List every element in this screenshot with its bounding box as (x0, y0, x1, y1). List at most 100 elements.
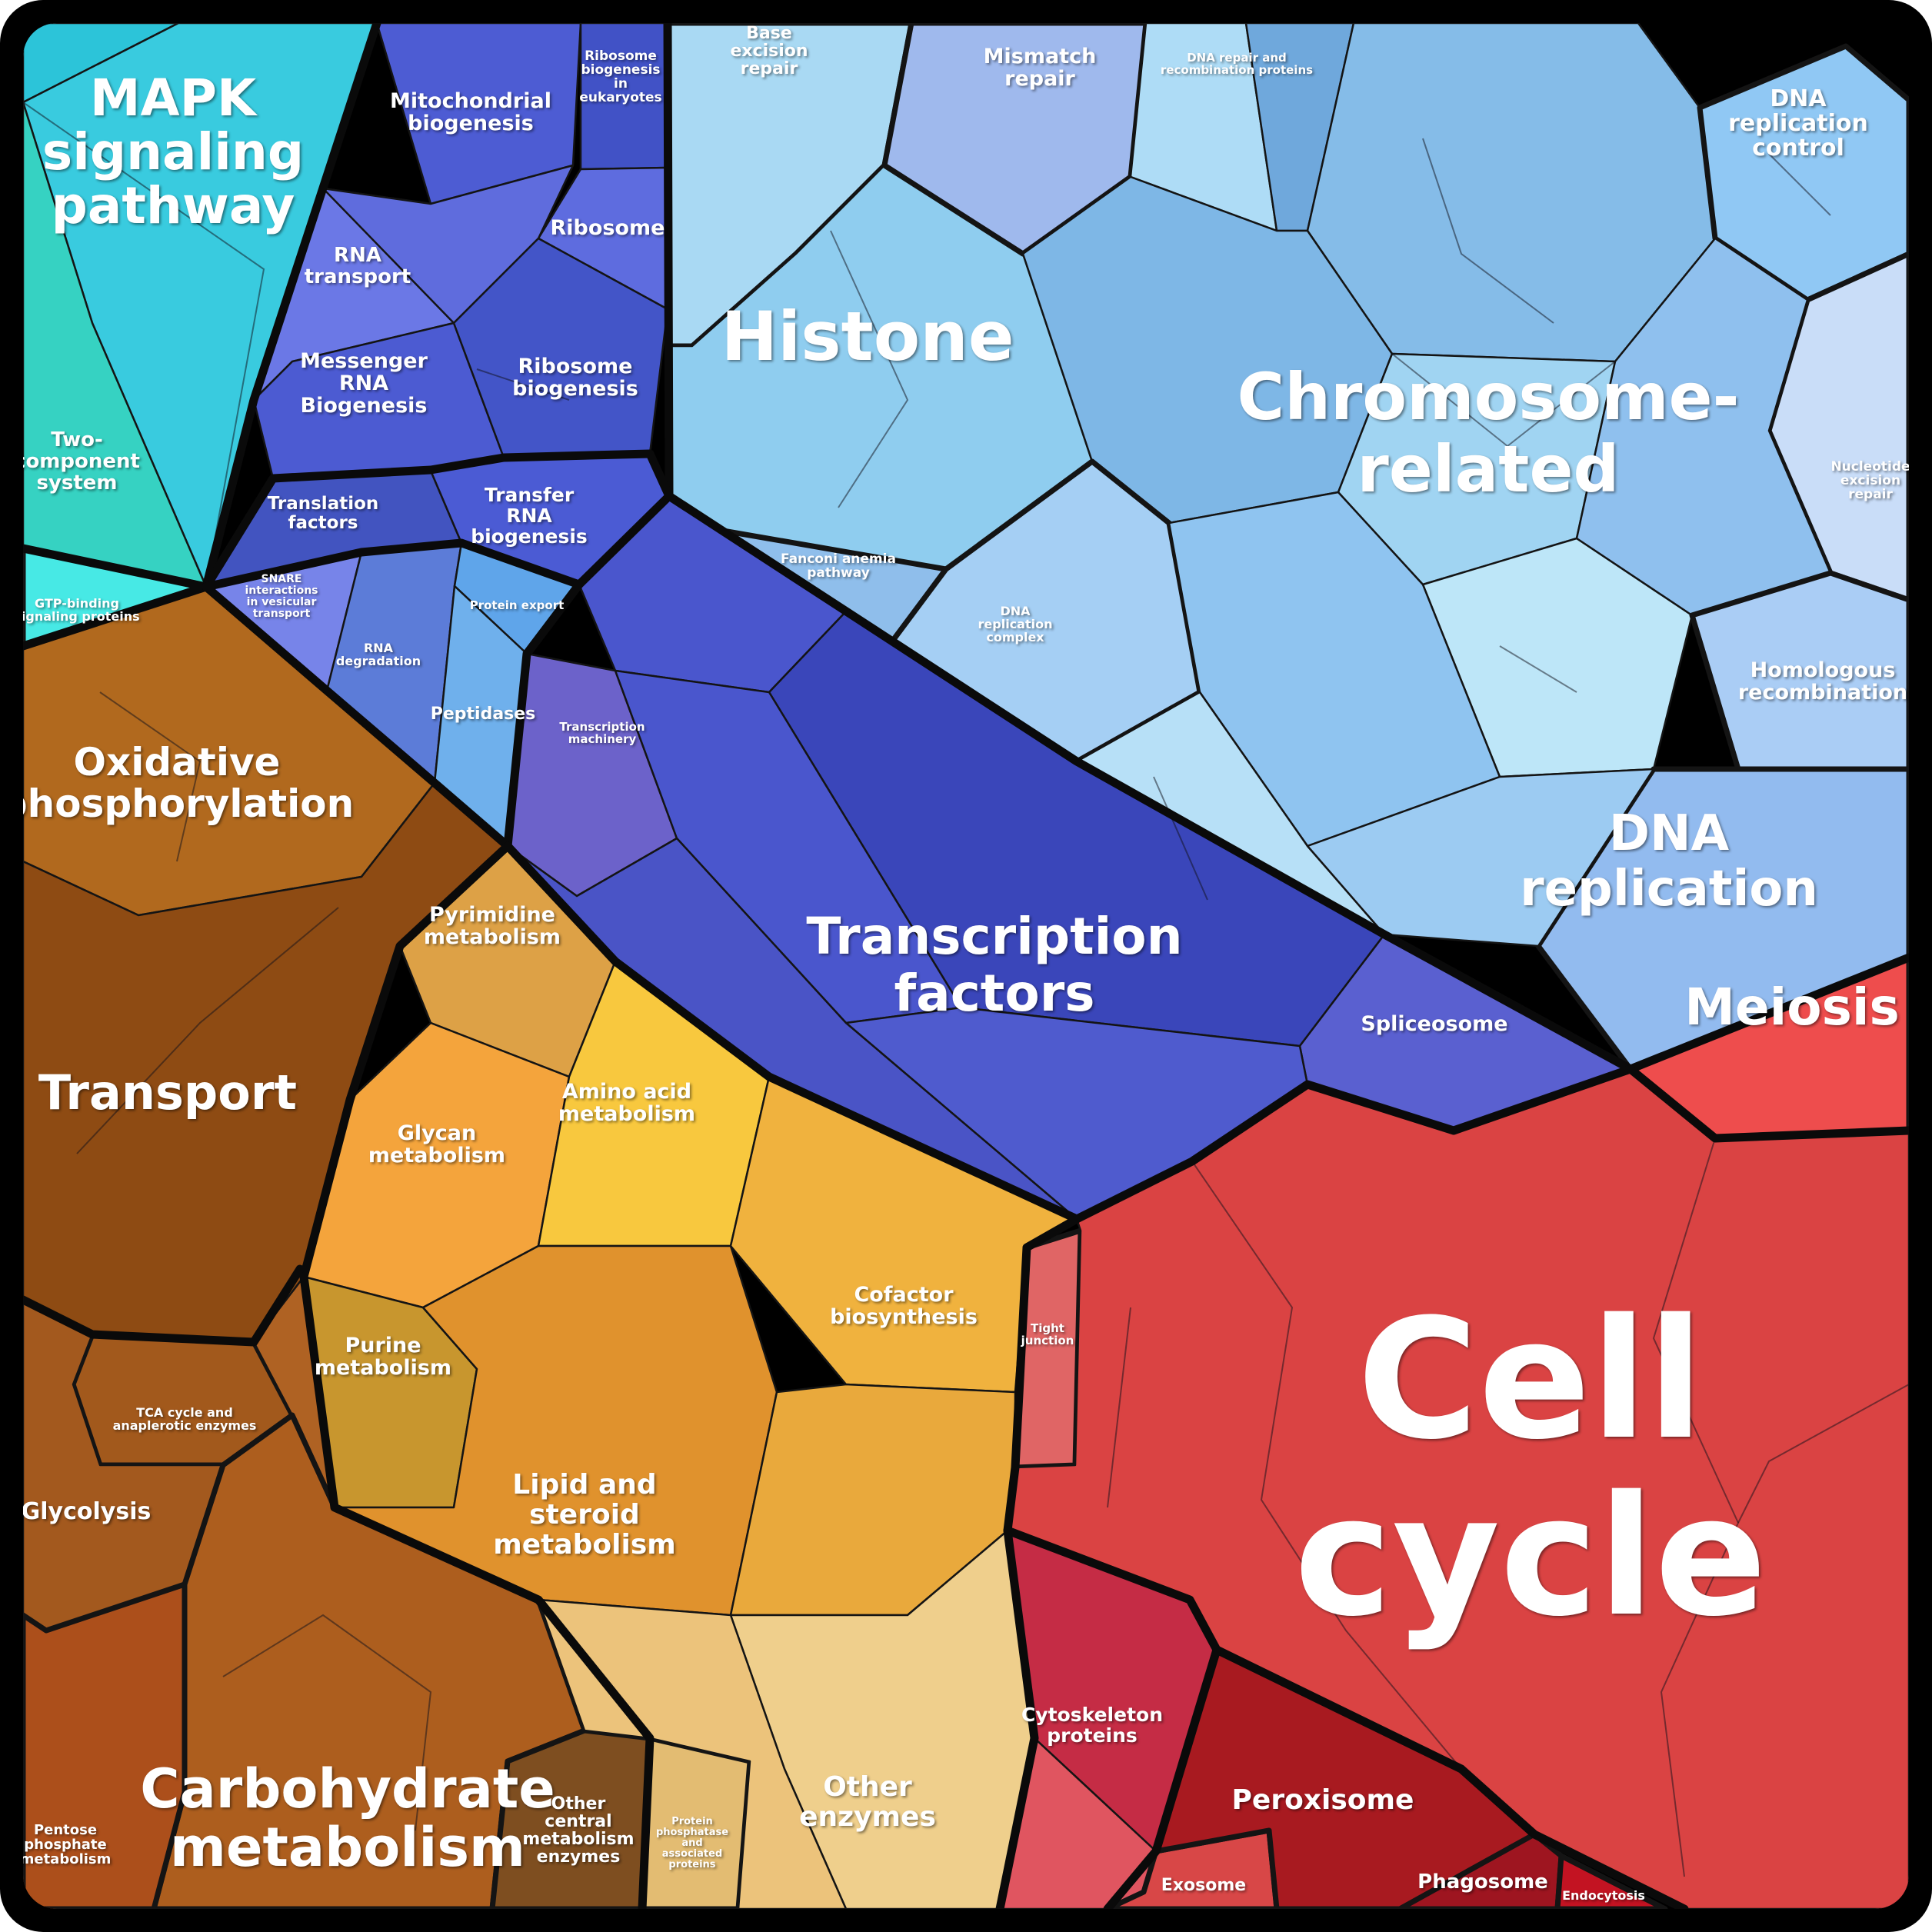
label-peptidases: Peptidases (431, 705, 536, 724)
label-line: Other (823, 1771, 912, 1803)
category-border (663, 23, 674, 501)
label-line: signaling proteins (14, 609, 139, 624)
label-line: metabolism (20, 1851, 112, 1867)
label-line: Protein export (470, 598, 565, 612)
label-line: signaling (42, 122, 304, 182)
label-histone: Histone (721, 297, 1014, 376)
category-border (1626, 1064, 1909, 1143)
label-transcription-factors: Transcription factors (806, 907, 1182, 1023)
label-line: Purine (345, 1334, 421, 1357)
label-line: cycle (1294, 1460, 1767, 1653)
label-carbohydrate-metabolism: Carbohydrate metabolism (140, 1757, 555, 1879)
label-lipid-and-steroid-metabolism: Lipid and steroid metabolism (493, 1469, 676, 1561)
label-meiosis: Meiosis (1684, 978, 1900, 1037)
subcell-line (23, 102, 265, 588)
label-other-central-metabolism-enzymes: Other central metabolism enzymes (522, 1794, 634, 1867)
category-border (503, 491, 674, 851)
label-line: recombination (1738, 681, 1907, 705)
label-line: Transfer (485, 484, 575, 506)
label-line: Endocytosis (1562, 1888, 1645, 1903)
label-line: Exosome (1161, 1876, 1246, 1895)
label-line: Meiosis (1684, 978, 1900, 1037)
label-line: DNA (1000, 604, 1031, 618)
label-line: Histone (721, 297, 1014, 376)
label-spliceosome: Spliceosome (1361, 1012, 1507, 1036)
label-line: Phagosome (1417, 1870, 1548, 1894)
label-line: DNA (1770, 85, 1827, 112)
label-line: TCA cycle and (136, 1405, 233, 1420)
label-line: Cytoskeleton (1021, 1704, 1163, 1726)
label-protein-phosphatase-and-associated-proteins: Protein phosphatase and associated proteins (656, 1816, 728, 1870)
label-line: biogenesis (512, 377, 638, 401)
label-peroxisome: Peroxisome (1232, 1784, 1414, 1816)
cell-chromosome-related[interactable] (1306, 23, 1717, 363)
label-homologous-recombination: Homologous recombination (1738, 658, 1907, 705)
label-two-component-system: Two-component system (14, 428, 140, 495)
label-endocytosis: Endocytosis (1562, 1888, 1645, 1903)
label-line: in vesicular (247, 596, 317, 608)
label-line: Peptidases (431, 705, 536, 724)
label-line: anaplerotic enzymes (113, 1418, 257, 1433)
cell-endocytosis[interactable] (1554, 1853, 1668, 1909)
label-line: Nucleotide (1830, 459, 1910, 475)
label-line: transport (305, 265, 411, 288)
label-line: component (14, 450, 140, 473)
label-line: Messenger (300, 349, 428, 373)
category-border (1072, 1064, 1635, 1224)
label-line: Amino acid (562, 1080, 691, 1104)
label-pentose-phosphate-metabolism: Pentose phosphate metabolism (20, 1822, 112, 1867)
label-line: Other (551, 1794, 606, 1814)
label-line: DNA repair and (1187, 51, 1287, 65)
category-border (299, 841, 655, 1909)
cell-layer (23, 23, 1909, 1909)
label-line: Tight (1031, 1321, 1064, 1335)
label-line: phosphate (24, 1837, 106, 1853)
label-line: junction (1021, 1334, 1074, 1347)
label-line: Carbohydrate (140, 1757, 555, 1820)
label-dna-replication-complex: DNA replication complex (978, 604, 1053, 645)
label-oxidative-phosphorylation: Oxidative phosphorylation (0, 740, 354, 826)
category-border (1003, 1526, 1689, 1909)
label-line: metabolism (493, 1529, 676, 1561)
label-layer: MAPK signaling pathway Two-component system G… (0, 24, 1910, 1903)
label-amino-acid-metabolism: Amino acid metabolism (558, 1080, 695, 1126)
cell-c-filler-8[interactable] (1306, 768, 1655, 948)
label-line: Chromosome- (1237, 359, 1740, 435)
label-line: central (545, 1812, 611, 1831)
subcell-line (1737, 1384, 1909, 1524)
cell-ribosome-biogenesis[interactable] (452, 237, 669, 459)
category-border (1103, 1645, 1221, 1909)
label-line: in (614, 76, 628, 92)
label-line: repair (1848, 487, 1893, 502)
subcell-line (1191, 1161, 1462, 1770)
label-line: Transport (38, 1064, 297, 1121)
label-line: Mitochondrial (390, 89, 551, 113)
label-ribosome-biogenesis: Ribosome biogenesis (512, 355, 638, 401)
label-line: Biogenesis (301, 394, 428, 418)
label-line: proteins (1047, 1724, 1138, 1747)
label-line: metabolism (368, 1144, 505, 1168)
label-line: biosynthesis (830, 1305, 978, 1329)
category-border (995, 1214, 1081, 1909)
label-mapk-signaling-pathway: MAPK signaling pathway (42, 68, 304, 235)
label-line: complex (986, 630, 1044, 645)
label-tca-cycle-and-anaplerotic-enzymes: TCA cycle and anaplerotic enzymes (113, 1405, 257, 1433)
category-border (202, 538, 584, 591)
label-line: GTP-binding (35, 596, 119, 611)
label-line: repair (1004, 67, 1075, 91)
label-ribosome-biogenesis-in-eukaryotes: Ribosome biogenesis in eukaryotes (579, 48, 661, 105)
label-line: Ribosome (585, 48, 657, 64)
label-line: metabolism (522, 1830, 634, 1849)
label-line: biogenesis (581, 62, 660, 78)
label-line: phosphatase (656, 1827, 728, 1838)
label-line: RNA (334, 244, 381, 267)
label-line: pathway (807, 565, 870, 581)
label-rna-degradation: RNA degradation (336, 641, 421, 668)
label-line: factors (288, 513, 358, 533)
cell-pentose-phosphate-metabolism[interactable] (23, 1581, 188, 1909)
cell-blue-filler-1[interactable] (321, 164, 575, 325)
label-line: eukaryotes (579, 90, 661, 105)
label-line: repair (741, 59, 798, 78)
label-other-enzymes: Other enzymes (799, 1771, 936, 1833)
cell-f-filler-2[interactable] (537, 1598, 848, 1909)
